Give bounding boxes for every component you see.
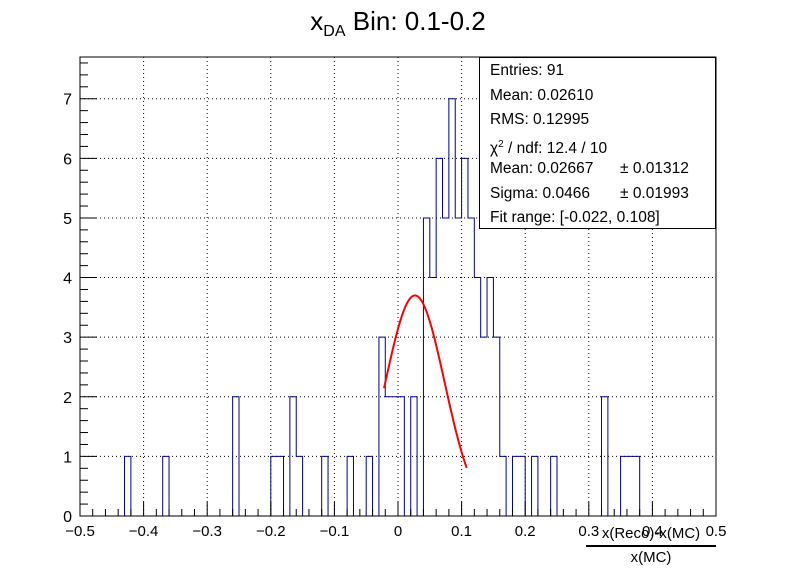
stats-rms: RMS: 0.12995 (490, 111, 590, 128)
stats-mean: Mean: 0.02610 (490, 86, 594, 104)
stats-entries: Entries: 91 (490, 62, 565, 79)
x-tick-label: 0.3 (578, 523, 599, 540)
stats-sigma: Sigma: 0.0466 ± 0.01993 (490, 184, 689, 202)
y-tick-label: 4 (63, 271, 72, 288)
y-tick-label: 5 (63, 211, 72, 228)
fit-curve (383, 294, 468, 469)
x-tick-label: 0 (394, 523, 402, 540)
x-axis-label-denominator: x(MC) (630, 549, 672, 566)
x-tick-label: 0.5 (706, 523, 727, 540)
y-tick-label: 1 (63, 449, 72, 466)
x-tick-label: −0.2 (256, 523, 286, 540)
x-tick-label: −0.4 (129, 523, 159, 540)
y-tick-label: 0 (63, 509, 72, 526)
y-tick-label: 3 (63, 330, 72, 347)
x-tick-label: 0.4 (642, 523, 663, 540)
y-tick-label: 2 (63, 390, 72, 407)
x-tick-label: 0.1 (451, 523, 472, 540)
stats-box: Entries: 91 Mean: 0.02610 RMS: 0.12995 χ… (479, 57, 716, 229)
stats-chi2: χ2 / ndf: 12.4 / 10 (490, 138, 608, 157)
x-tick-label: 0.2 (515, 523, 536, 540)
x-axis-label: x(Reco)-x(MC) x(MC) (586, 524, 716, 568)
stats-fit-mean: Mean: 0.02667 ± 0.01312 (490, 160, 689, 177)
stats-fit-range: Fit range: [-0.022, 0.108] (490, 209, 660, 226)
x-axis-label-numerator: x(Reco)-x(MC) (586, 524, 716, 547)
x-tick-label: −0.3 (192, 523, 222, 540)
y-tick-label: 7 (63, 92, 72, 109)
chart-title: xDA Bin: 0.1-0.2 (310, 6, 486, 41)
y-tick-label: 6 (63, 151, 72, 168)
x-tick-label: −0.5 (65, 523, 95, 540)
x-tick-label: −0.1 (320, 523, 350, 540)
